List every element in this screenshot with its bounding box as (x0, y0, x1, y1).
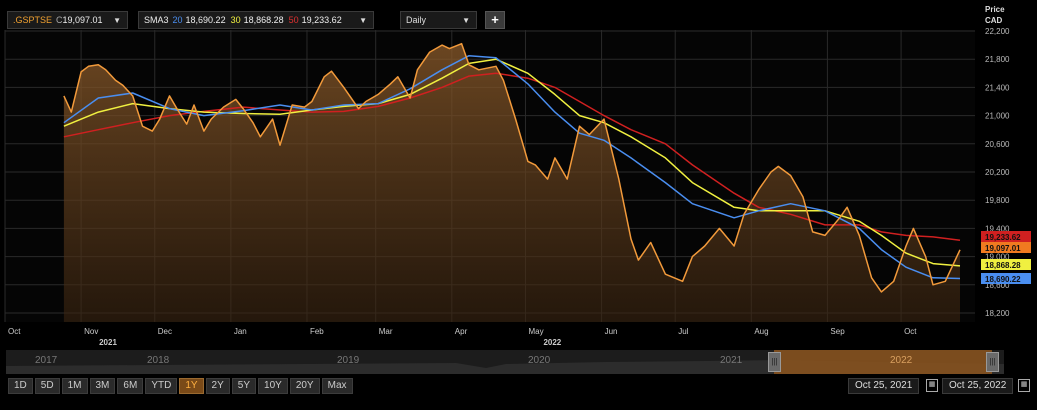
value-tags: 19,233.62 19,097.01 18,868.28 18,690.22 (981, 231, 1031, 284)
interval-selector[interactable]: Daily ▼ (400, 11, 477, 29)
sma20-tag-bg (981, 273, 1031, 284)
x-tick-label: Jan (234, 327, 247, 336)
range-button-5y[interactable]: 5Y (231, 378, 257, 394)
year-label: 2021 (99, 338, 117, 347)
y-tick-label: 22,200 (985, 27, 1010, 36)
chevron-down-icon: ▼ (113, 15, 121, 25)
close-price-tag-bg (981, 242, 1031, 253)
sma20-tag: 18,690.22 (985, 275, 1021, 284)
close-prefix: C (56, 15, 63, 25)
end-date-field[interactable]: Oct 25, 2022 (942, 378, 1014, 394)
series-lines (63, 42, 961, 293)
y-tick-label: 20,200 (985, 168, 1010, 177)
calendar-icon[interactable]: ▦ (926, 379, 938, 392)
range-selector: 1D 5D 1M 3M 6M YTD 1Y 2Y 5Y 10Y 20Y Max (8, 378, 353, 394)
sma20-period: 20 (172, 15, 183, 25)
x-tick-label: Oct (8, 327, 21, 336)
x-tick-label: Mar (379, 327, 393, 336)
add-indicator-button[interactable]: + (485, 11, 505, 29)
y-tick-label: 21,000 (985, 112, 1010, 121)
indicator-name: SMA3 (144, 15, 169, 25)
chevron-down-icon: ▼ (462, 15, 470, 25)
currency-label: CAD (985, 16, 1003, 25)
sma50-period: 50 (288, 15, 299, 25)
navigator-year: 2022 (890, 355, 913, 366)
sma30-value: 18,868.28 (243, 15, 284, 25)
y-axis: 18,200 18,600 19,000 19,400 19,800 20,200 20,6… (985, 27, 1010, 318)
y-tick-label: 19,800 (985, 196, 1010, 205)
y-tick-label: 21,400 (985, 83, 1010, 92)
symbol-label: .GSPTSE (13, 15, 53, 25)
x-tick-label: Aug (754, 327, 768, 336)
x-tick-label: Dec (158, 327, 172, 336)
x-tick-label: Apr (455, 327, 468, 336)
range-button-1d[interactable]: 1D (8, 378, 33, 394)
y-tick-label: 18,600 (985, 281, 1010, 290)
price-area-fill (63, 43, 960, 322)
x-tick-label: Oct (904, 327, 917, 336)
navigator-left-handle[interactable]: ||| (768, 352, 781, 372)
calendar-icon[interactable]: ▦ (1018, 379, 1030, 392)
close-value: 19,097.01 (62, 15, 103, 25)
navigator-year: 2018 (147, 355, 170, 366)
range-button-3m[interactable]: 3M (89, 378, 116, 394)
chart-toolbar: .GSPTSE C 19,097.01 ▼ SMA3 20 18,690.22 … (0, 0, 1037, 34)
sma50-tag-bg (981, 231, 1031, 242)
sma30-line (63, 58, 961, 267)
time-navigator[interactable]: 2017 2018 2019 2020 2021 2022 ||| ||| (6, 350, 1004, 374)
symbol-selector[interactable]: .GSPTSE C 19,097.01 ▼ (7, 11, 128, 29)
price-line (63, 42, 961, 293)
range-button-6m[interactable]: 6M (117, 378, 144, 394)
x-axis: Oct Nov Dec Jan Feb Mar Apr May Jun Jul Aug Sep Oct 2… (8, 327, 917, 347)
range-button-max[interactable]: Max (321, 378, 353, 394)
price-axis-label: Price (985, 5, 1005, 14)
sma30-period: 30 (230, 15, 241, 25)
x-tick-label: Nov (84, 327, 98, 336)
y-tick-label: 19,000 (985, 253, 1010, 262)
x-tick-label: Feb (310, 327, 324, 336)
y-tick-label: 21,800 (985, 55, 1010, 64)
y-tick-label: 19,400 (985, 224, 1010, 233)
close-price-tag: 19,097.01 (985, 244, 1021, 253)
sma50-line (63, 72, 961, 241)
range-button-20y[interactable]: 20Y (289, 378, 320, 394)
x-tick-label: Jun (605, 327, 618, 336)
range-button-1y[interactable]: 1Y (179, 378, 204, 394)
price-chart[interactable]: 18,200 18,600 19,000 19,400 19,800 20,200 20,6… (0, 0, 1037, 350)
navigator-year: 2017 (35, 355, 58, 366)
navigator-right-handle[interactable]: ||| (986, 352, 999, 372)
x-tick-label: Jul (678, 327, 688, 336)
x-tick-label: May (528, 327, 543, 336)
navigator-year: 2019 (337, 355, 360, 366)
range-button-10y[interactable]: 10Y (258, 378, 288, 394)
range-button-ytd[interactable]: YTD (145, 378, 178, 394)
x-tick-label: Sep (830, 327, 845, 336)
sma20-line (63, 54, 961, 280)
year-label: 2022 (543, 338, 561, 347)
navigator-year: 2020 (528, 355, 551, 366)
navigator-year: 2021 (720, 355, 743, 366)
y-tick-label: 18,200 (985, 309, 1010, 318)
range-button-1m[interactable]: 1M (61, 378, 88, 394)
chevron-down-icon: ▼ (359, 15, 367, 25)
y-tick-label: 20,600 (985, 140, 1010, 149)
sma20-value: 18,690.22 (185, 15, 226, 25)
sma50-value: 19,233.62 (301, 15, 342, 25)
indicator-selector[interactable]: SMA3 20 18,690.22 30 18,868.28 50 19,233… (138, 11, 374, 29)
sma30-tag: 18,868.28 (985, 261, 1021, 270)
range-button-2y[interactable]: 2Y (205, 378, 230, 394)
price-area (63, 43, 960, 322)
interval-label: Daily (406, 15, 427, 25)
navigator-selection[interactable] (774, 350, 992, 374)
navigator-history-area (6, 360, 1004, 374)
start-date-field[interactable]: Oct 25, 2021 (848, 378, 920, 394)
sma30-tag-bg (981, 259, 1031, 270)
range-button-5d[interactable]: 5D (34, 378, 60, 394)
sma50-tag: 19,233.62 (985, 233, 1021, 242)
navigator-overview (6, 360, 1004, 374)
